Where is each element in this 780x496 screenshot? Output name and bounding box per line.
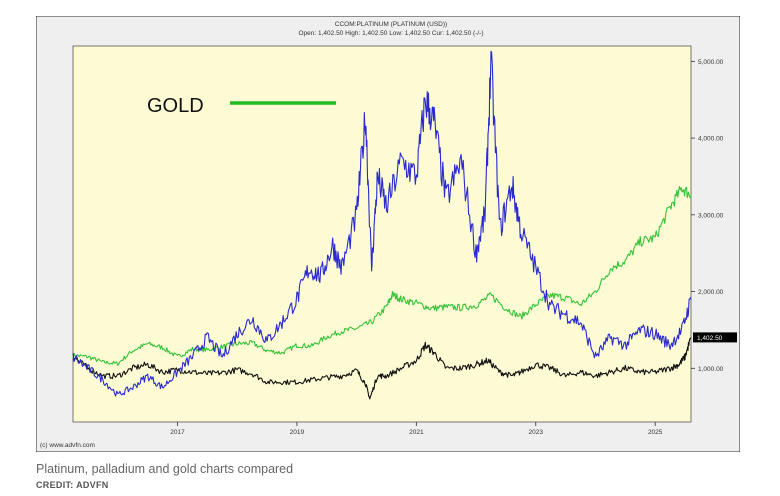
platinum-series-line bbox=[72, 337, 692, 400]
gold-annotation-label: GOLD bbox=[147, 95, 204, 117]
chart-subtitle: Open: 1,402.50 High: 1,402.50 Low: 1,402… bbox=[298, 30, 483, 37]
current-value-tag-label: 1,402.50 bbox=[697, 335, 723, 342]
current-value-tag: 1,402.50 bbox=[693, 332, 737, 343]
y-tick-label: 5,000.00 bbox=[698, 59, 724, 66]
current-value-tag-box bbox=[693, 332, 737, 343]
y-tick-label: 4,000.00 bbox=[698, 136, 724, 143]
x-axis: 2017 2019 2021 2023 2025 bbox=[170, 422, 663, 436]
y-axis: 1,000.00 2,000.00 3,000.00 4,000.00 5,000.00 bbox=[691, 59, 724, 373]
y-tick-label: 2,000.00 bbox=[698, 289, 724, 296]
x-tick-label: 2017 bbox=[170, 429, 185, 436]
palladium-series-line bbox=[72, 50, 692, 397]
figure-caption: Platinum, palladium and gold charts comp… bbox=[36, 462, 294, 476]
chart-frame: CCOM:PLATINUM (PLATINUM (USD)) Open: 1,4… bbox=[36, 16, 740, 452]
chart-title: CCOM:PLATINUM (PLATINUM (USD)) bbox=[335, 21, 447, 28]
figure-credit: CREDIT: ADVFN bbox=[36, 480, 109, 490]
x-tick-label: 2025 bbox=[648, 429, 663, 436]
plot-area bbox=[72, 45, 692, 423]
chart-svg: CCOM:PLATINUM (PLATINUM (USD)) Open: 1,4… bbox=[36, 16, 740, 452]
x-tick-label: 2019 bbox=[290, 429, 305, 436]
gold-series-line bbox=[72, 185, 692, 367]
x-tick-label: 2021 bbox=[409, 429, 424, 436]
watermark: (c) www.advfn.com bbox=[40, 442, 95, 449]
series-layer bbox=[72, 50, 692, 400]
y-tick-label: 3,000.00 bbox=[698, 212, 724, 219]
y-tick-label: 1,000.00 bbox=[698, 366, 724, 373]
x-tick-label: 2023 bbox=[529, 429, 544, 436]
